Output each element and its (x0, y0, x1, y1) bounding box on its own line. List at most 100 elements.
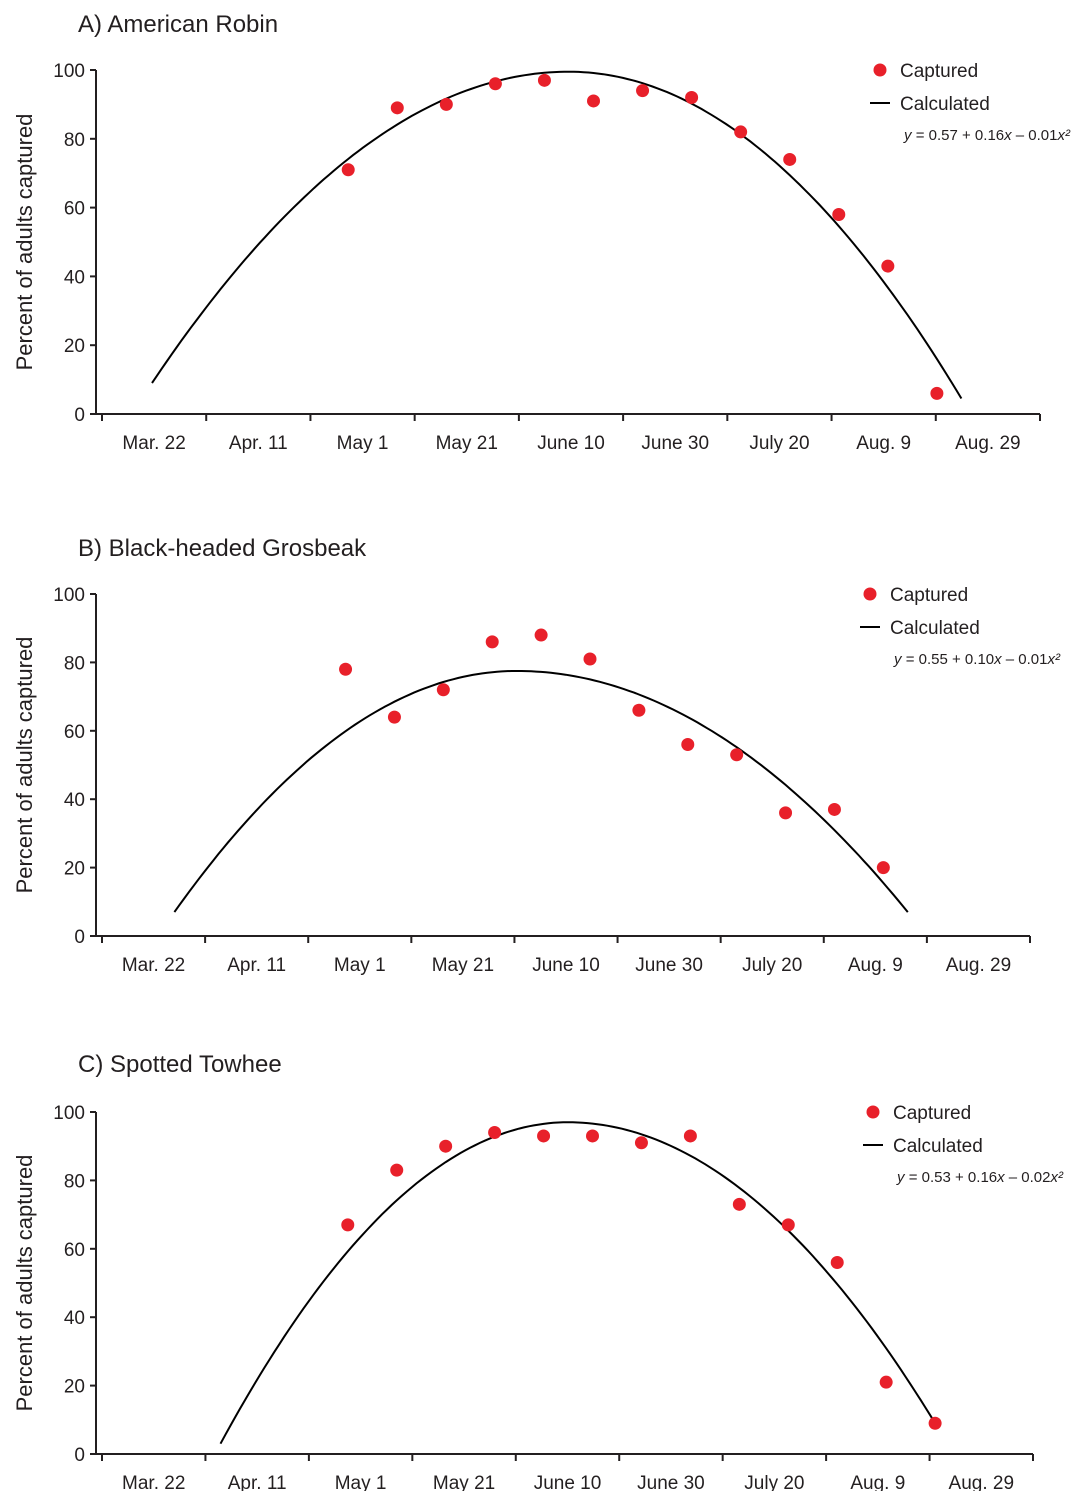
captured-point (488, 1126, 502, 1140)
captured-point (832, 207, 846, 221)
captured-point (681, 737, 695, 751)
captured-point (632, 703, 646, 717)
y-axis-label: Percent of adults captured (12, 1155, 37, 1412)
y-tick-label: 60 (64, 722, 85, 743)
captured-point (485, 635, 499, 649)
x-tick-label: Aug. 9 (848, 955, 903, 976)
x-tick-label: May 21 (436, 433, 498, 454)
captured-point (928, 1416, 942, 1430)
legend-captured-label: Captured (890, 585, 968, 606)
regression-equation: y = 0.53 + 0.16x – 0.02x² (896, 1169, 1064, 1186)
x-tick-label: Aug. 9 (850, 1473, 905, 1491)
y-tick-label: 40 (64, 267, 85, 288)
legend-captured-label: Captured (900, 61, 978, 82)
captured-point (390, 1163, 404, 1177)
captured-point (732, 1197, 746, 1211)
y-tick-label: 80 (64, 653, 85, 674)
legend-captured-marker (866, 1105, 880, 1119)
x-tick-label: Aug. 29 (946, 955, 1012, 976)
calculated-curve (173, 670, 909, 913)
calculated-curve (219, 1121, 936, 1445)
y-axis-label: Percent of adults captured (12, 114, 37, 371)
x-tick-label: July 20 (744, 1473, 804, 1491)
captured-point (341, 163, 355, 177)
y-tick-label: 0 (74, 927, 85, 948)
x-tick-label: June 30 (635, 955, 703, 976)
chart-panel-2: C) Spotted Towhee Percent of adults captu… (12, 1051, 1064, 1491)
x-tick-label: June 10 (534, 1473, 602, 1491)
captured-point (341, 1218, 355, 1232)
x-tick-label: May 21 (433, 1473, 495, 1491)
x-tick-label: July 20 (742, 955, 802, 976)
y-tick-label: 40 (64, 1308, 85, 1329)
regression-equation: y = 0.55 + 0.10x – 0.01x² (893, 651, 1061, 668)
chart-panel-0: A) American Robin Percent of adults captu… (12, 11, 1071, 454)
x-tick-label: Aug. 29 (955, 433, 1021, 454)
captured-point (488, 77, 502, 91)
x-tick-label: May 1 (337, 433, 389, 454)
captured-point (390, 101, 404, 115)
chart-panel-1: B) Black-headed Grosbeak Percent of adult… (12, 535, 1061, 976)
y-tick-label: 80 (64, 130, 85, 151)
x-tick-label: May 1 (334, 955, 386, 976)
captured-point (879, 1375, 893, 1389)
x-tick-label: Apr. 11 (228, 1473, 287, 1491)
x-tick-label: Apr. 11 (229, 433, 288, 454)
captured-point (730, 748, 744, 762)
captured-point (734, 125, 748, 139)
chart-title: B) Black-headed Grosbeak (78, 535, 367, 562)
regression-equation: y = 0.57 + 0.16x – 0.01x² (903, 127, 1071, 144)
captured-point (439, 97, 453, 111)
x-tick-label: June 10 (537, 433, 605, 454)
y-tick-label: 100 (53, 1103, 85, 1124)
x-tick-label: Aug. 9 (856, 433, 911, 454)
y-tick-label: 60 (64, 199, 85, 220)
y-tick-label: 0 (74, 405, 85, 426)
x-tick-label: May 21 (432, 955, 494, 976)
y-tick-label: 0 (74, 1445, 85, 1466)
captured-point (830, 1255, 844, 1269)
legend-calculated-label: Calculated (890, 618, 980, 639)
x-tick-label: Apr. 11 (227, 955, 286, 976)
captured-point (783, 152, 797, 166)
legend-calculated-label: Calculated (900, 94, 990, 115)
captured-point (685, 91, 699, 105)
captured-point (876, 861, 890, 875)
y-tick-label: 20 (64, 1377, 85, 1398)
legend-captured-label: Captured (893, 1103, 971, 1124)
captured-point (586, 1129, 599, 1143)
captured-point (930, 386, 944, 400)
legend-captured-marker (873, 63, 887, 77)
y-tick-label: 60 (64, 1240, 85, 1261)
captured-point (683, 1129, 697, 1143)
captured-point (827, 802, 841, 816)
x-tick-label: Mar. 22 (122, 1473, 185, 1491)
captured-point (634, 1136, 648, 1150)
x-tick-label: June 10 (532, 955, 600, 976)
captured-point (436, 683, 450, 697)
captured-point (881, 259, 895, 273)
x-tick-label: June 30 (641, 433, 709, 454)
x-tick-label: July 20 (749, 433, 809, 454)
captured-point (339, 662, 353, 676)
y-tick-label: 20 (64, 859, 85, 880)
x-tick-label: Aug. 29 (949, 1473, 1015, 1491)
legend-captured-marker (863, 587, 877, 601)
captured-point (534, 628, 548, 642)
captured-point (537, 1129, 551, 1143)
y-tick-label: 100 (53, 61, 85, 82)
calculated-curve (151, 70, 963, 400)
y-tick-label: 80 (64, 1171, 85, 1192)
x-tick-label: May 1 (335, 1473, 387, 1491)
chart-title: A) American Robin (78, 11, 278, 38)
x-tick-label: June 30 (637, 1473, 705, 1491)
y-tick-label: 40 (64, 790, 85, 811)
legend-calculated-label: Calculated (893, 1136, 983, 1157)
captured-point (636, 84, 650, 98)
y-axis-label: Percent of adults captured (12, 637, 37, 894)
captured-point (387, 710, 401, 724)
captured-point (779, 806, 793, 820)
x-tick-label: Mar. 22 (122, 955, 185, 976)
